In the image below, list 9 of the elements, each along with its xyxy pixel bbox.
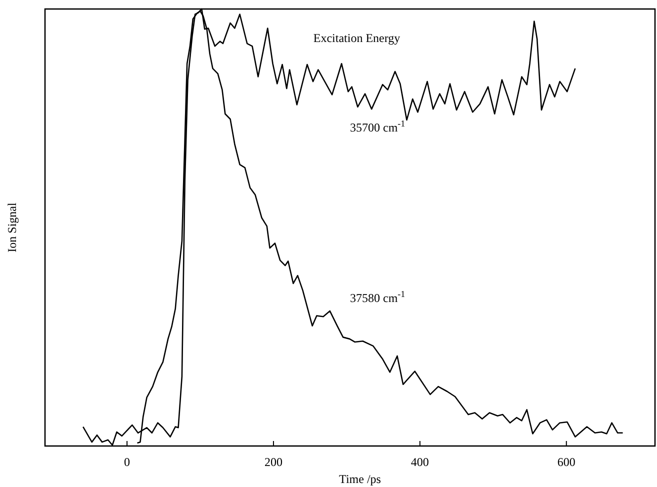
x-tick-label: 400 bbox=[410, 455, 429, 469]
y-axis-title: Ion Signal bbox=[5, 202, 19, 252]
x-tick-label: 0 bbox=[124, 455, 130, 469]
x-tick-label: 600 bbox=[557, 455, 576, 469]
series-label: 37580 cm$^{-1}$ bbox=[350, 288, 406, 305]
x-axis-title: Time /ps bbox=[339, 472, 382, 486]
legend-title: Excitation Energy bbox=[313, 30, 400, 45]
x-tick-label: 200 bbox=[264, 455, 282, 469]
series-label: 35700 cm$^{-1}$ bbox=[350, 118, 406, 134]
